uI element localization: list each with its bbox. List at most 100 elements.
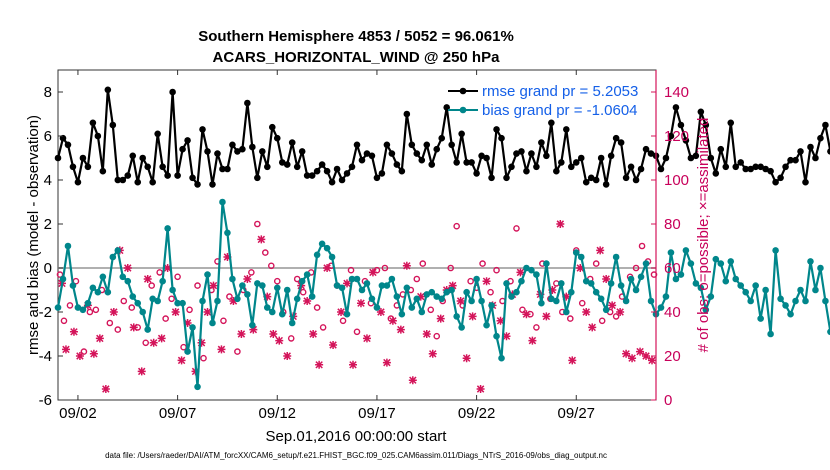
bias-point (473, 275, 480, 283)
obs-possible-point (287, 335, 295, 342)
bias-point (812, 286, 819, 294)
obs-possible-point (267, 262, 275, 270)
obs-assimilated-point (123, 264, 132, 272)
bias-point (543, 260, 550, 267)
obs-assimilated-point (402, 261, 411, 270)
rmse-point (353, 141, 361, 149)
rmse-point (119, 176, 127, 184)
bias-point (378, 282, 386, 289)
bias-point (468, 297, 475, 305)
rmse-point (244, 99, 251, 107)
x-tick-label: 09/17 (358, 405, 396, 422)
obs-assimilated-point (315, 360, 324, 369)
bias-point (802, 297, 809, 305)
rmse-point (104, 86, 112, 94)
rmse-point (548, 119, 555, 127)
rmse-point (313, 167, 321, 175)
bias-point (119, 273, 127, 281)
bias-point (582, 277, 590, 285)
x-axis-label: Sep.01,2016 00:00:00 start (266, 428, 448, 445)
bias-point (69, 282, 77, 289)
obs-assimilated-point (388, 316, 397, 325)
rmse-point (612, 134, 620, 142)
bias-point (677, 271, 685, 278)
rmse-point (54, 154, 62, 162)
legend: rmse grand pr = 5.2053 bias grand pr = -… (448, 83, 638, 119)
obs-assimilated-point (177, 356, 186, 365)
obs-possible-point (339, 317, 347, 325)
obs-assimilated-point (343, 279, 352, 288)
bias-point (413, 295, 421, 303)
bias-point (343, 310, 351, 318)
obs-possible-point (313, 304, 321, 311)
rmse-point (264, 163, 271, 171)
bias-point (363, 280, 371, 287)
obs-possible-point (60, 317, 68, 325)
obs-assimilated-point (157, 334, 166, 343)
right-y-tick-label: 80 (664, 216, 681, 233)
rmse-point (358, 156, 366, 164)
obs-possible-point (114, 326, 122, 333)
obs-assimilated-point (209, 281, 218, 290)
rmse-point (677, 121, 685, 129)
bias-point (757, 315, 764, 322)
obs-possible-point (381, 264, 389, 272)
obs-assimilated-point (249, 325, 258, 334)
obs-possible-point (632, 264, 640, 272)
bias-point (408, 304, 416, 311)
bias-point (433, 293, 441, 300)
bias-point (99, 273, 107, 281)
bias-point (194, 383, 201, 391)
obs-possible-point (120, 297, 128, 305)
obs-assimilated-point (356, 299, 365, 308)
bias-point (697, 284, 705, 292)
right-y-axis-label: # of obs: o=possible; ×=assimilated (695, 118, 712, 353)
rmse-point (627, 163, 635, 171)
bias-point (189, 324, 196, 331)
bias-point (607, 280, 615, 287)
bias-point (74, 304, 82, 311)
obs-possible-point (92, 306, 100, 314)
rmse-point (802, 178, 809, 186)
rmse-point (662, 154, 670, 162)
rmse-point (602, 181, 610, 188)
obs-assimilated-point (608, 301, 617, 310)
obs-assimilated-point (448, 281, 457, 290)
obs-possible-point (162, 315, 169, 322)
rmse-point (318, 161, 326, 168)
rmse-point (567, 163, 575, 171)
bias-point (827, 328, 830, 336)
obs-assimilated-series (57, 220, 657, 393)
rmse-point (483, 154, 490, 162)
rmse-point (812, 154, 819, 162)
rmse-point (109, 121, 117, 129)
obs-possible-point (353, 328, 361, 336)
bias-point (398, 310, 406, 318)
obs-assimilated-point (229, 297, 238, 305)
obs-assimilated-point (309, 330, 318, 338)
bias-point (184, 348, 191, 355)
bias-point (104, 288, 112, 296)
rmse-line (56, 88, 830, 186)
obs-assimilated-point (171, 308, 180, 316)
bias-point (224, 229, 231, 237)
obs-assimilated-point (636, 347, 645, 356)
rmse-point (642, 145, 650, 153)
bias-point (264, 304, 271, 311)
bias-point (114, 247, 122, 254)
plot-frame (57, 69, 657, 401)
rmse-point (632, 176, 640, 184)
bias-point (318, 240, 326, 248)
rmse-point (79, 154, 87, 162)
rmse-point (179, 145, 186, 153)
rmse-point (69, 163, 77, 171)
bias-point (563, 308, 570, 316)
rmse-point (498, 134, 505, 142)
rmse-point (558, 159, 565, 166)
rmse-point (722, 163, 730, 171)
obs-assimilated-point (622, 349, 631, 358)
rmse-point (333, 165, 341, 173)
bias-point (817, 264, 824, 272)
bias-point (64, 242, 72, 250)
rmse-point (712, 170, 720, 177)
